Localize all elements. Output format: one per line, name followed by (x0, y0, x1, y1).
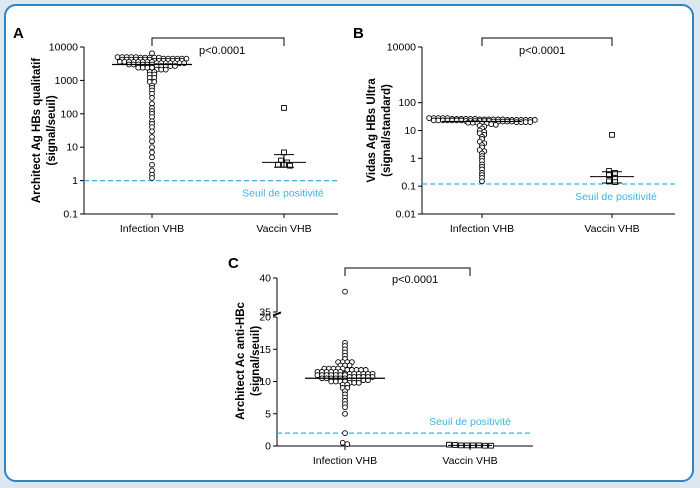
data-point (135, 64, 142, 71)
data-point (281, 149, 287, 156)
y-tick-label: 15 (259, 344, 271, 356)
panel-b: B Vidas Ag HBs Ultra (signal/standard) 0.01… (353, 25, 675, 235)
y-tick-label: 0 (265, 441, 271, 453)
y-axis-label: Architect Ac anti-HBc (235, 302, 247, 420)
y-tick-label: 1 (72, 175, 78, 187)
y-tick-label: 10000 (49, 42, 78, 54)
data-point (121, 58, 128, 65)
figure-frame (4, 4, 694, 482)
data-point (149, 50, 155, 57)
data-point (342, 404, 348, 411)
p-value-label: p<0.0001 (519, 45, 565, 57)
p-value-label: p<0.0001 (199, 45, 245, 57)
x-tick-label: Vaccin VHB (256, 223, 311, 235)
data-point (435, 117, 442, 124)
data-point (116, 58, 123, 65)
axis-break-mark (272, 311, 282, 316)
y-tick-label: 100 (398, 97, 416, 109)
data-point (612, 170, 618, 176)
data-point (149, 95, 155, 101)
data-point (351, 379, 358, 386)
significance-bracket (344, 267, 471, 276)
panel-a: A Architect Ag HBs qualitatif (signal/seui… (13, 25, 338, 235)
x-tick-label: Vaccin VHB (442, 455, 497, 467)
data-point (430, 117, 437, 124)
y-tick-label: 0.1 (401, 181, 416, 193)
y-tick-label: 100 (60, 108, 78, 120)
x-tick-label: Infection VHB (450, 223, 514, 235)
data-point (149, 138, 155, 145)
data-point (606, 172, 612, 178)
data-point (149, 144, 155, 151)
x-tick-label: Infection VHB (120, 223, 184, 235)
data-point (139, 64, 146, 71)
x-tick-label: Infection VHB (313, 455, 377, 467)
y-axis-label: Architect Ag HBs qualitatif (31, 58, 43, 203)
data-point (479, 178, 485, 185)
data-point (149, 149, 155, 156)
y-tick-label: 5 (265, 408, 271, 420)
y-tick-label: 10 (259, 376, 271, 388)
significance-bracket (481, 37, 613, 46)
y-axis-label-unit: (signal/seuil) (46, 95, 58, 165)
threshold-label: Seuil de positivité (242, 188, 324, 200)
data-point (314, 372, 321, 378)
data-point (612, 179, 618, 185)
x-tick-label: Vaccin VHB (584, 223, 639, 235)
y-tick-label: 10 (66, 142, 78, 154)
data-point (344, 441, 351, 447)
y-axis-label-unit: (signal/seuil) (250, 326, 262, 396)
data-point (527, 119, 534, 125)
data-point (183, 55, 190, 62)
data-point (342, 430, 348, 436)
data-point (355, 379, 362, 386)
threshold-label: Seuil de positivité (429, 416, 511, 428)
data-point (149, 128, 155, 135)
y-tick-label: 40 (259, 273, 271, 285)
data-point (492, 121, 499, 128)
data-point (275, 161, 281, 168)
y-tick-label: 1 (410, 153, 416, 165)
significance-bracket (151, 37, 285, 46)
panel-letter: A (13, 25, 24, 42)
data-point (342, 288, 348, 295)
data-point (339, 439, 346, 446)
y-tick-label: 10000 (387, 42, 416, 54)
data-point (532, 117, 538, 123)
data-point (609, 131, 615, 138)
data-point (328, 378, 335, 385)
y-tick-label: 10 (404, 125, 416, 137)
p-value-label: p<0.0001 (392, 274, 438, 286)
data-point (149, 161, 155, 168)
data-point (446, 441, 452, 448)
panel-letter: C (228, 255, 239, 272)
data-point (332, 378, 339, 385)
y-tick-label: 0.01 (396, 209, 417, 221)
data-point (426, 115, 432, 121)
data-point (346, 362, 353, 369)
data-point (162, 66, 169, 73)
y-tick-label: 1000 (55, 75, 79, 87)
data-point (606, 178, 612, 185)
data-point (158, 66, 165, 73)
data-point (342, 410, 348, 417)
data-point (522, 119, 529, 125)
threshold-label: Seuil de positivité (575, 191, 657, 203)
y-tick-label: 35 (259, 307, 271, 319)
data-point (281, 105, 287, 111)
y-axis-label: Vidas Ag HBs Ultra (366, 78, 378, 183)
data-point (114, 54, 121, 60)
panel-c: C Architect Ac anti-HBc (signal/seuil) 0 5 10… (228, 255, 533, 467)
y-axis-label-unit: (signal/standard) (381, 84, 393, 177)
data-point (287, 162, 293, 169)
data-point (149, 64, 155, 71)
data-point (149, 154, 155, 161)
axis-break-mark (272, 312, 282, 317)
data-point (488, 121, 495, 127)
y-tick-label: 20 (259, 312, 271, 324)
data-point (149, 175, 155, 181)
y-tick-label: 0.1 (63, 209, 78, 221)
panel-letter: B (353, 25, 364, 42)
